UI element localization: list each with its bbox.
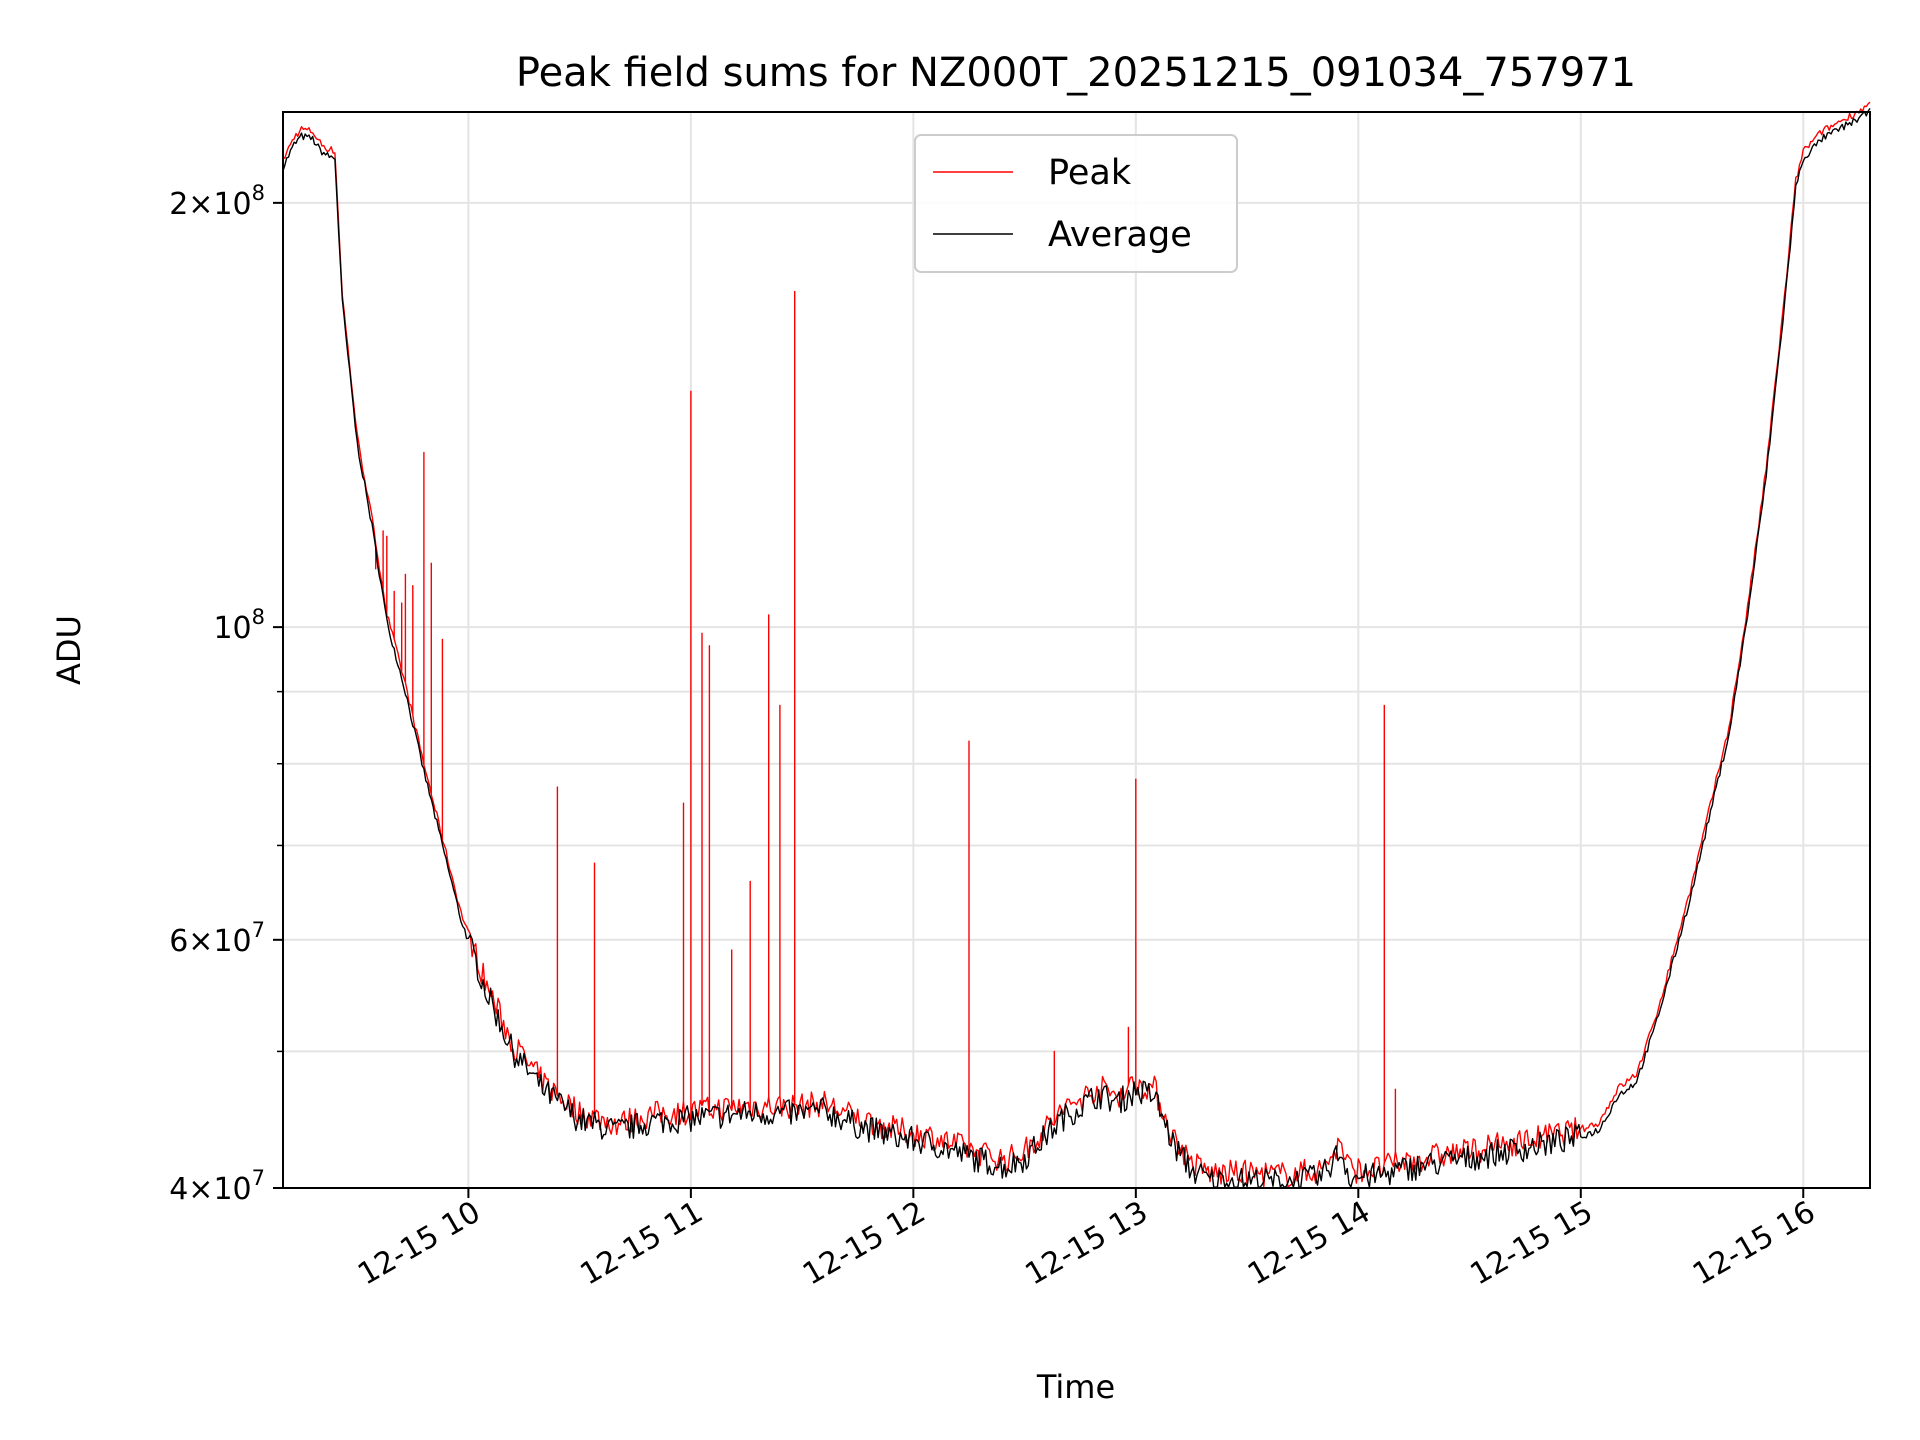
series-peak-line <box>282 101 1871 1188</box>
plot-lines <box>282 101 1871 1188</box>
x-axis-label: Time <box>1036 1368 1115 1406</box>
legend-average-label: Average <box>1048 215 1192 255</box>
y-tick-label: 108 <box>213 605 265 646</box>
chart-title: Peak field sums for NZ000T_20251215_0910… <box>516 50 1636 96</box>
legend-box <box>914 134 1238 273</box>
y-tick-label: 6×107 <box>169 918 265 959</box>
y-tick-label: 2×108 <box>169 181 265 222</box>
legend-peak-label: Peak <box>1048 153 1132 193</box>
y-tick-label: 4×107 <box>169 1166 265 1207</box>
legend: Peak Average <box>914 134 1238 273</box>
y-axis-label: ADU <box>50 615 88 685</box>
series-average-line <box>282 108 1871 1188</box>
plot-frame <box>282 111 1871 1189</box>
